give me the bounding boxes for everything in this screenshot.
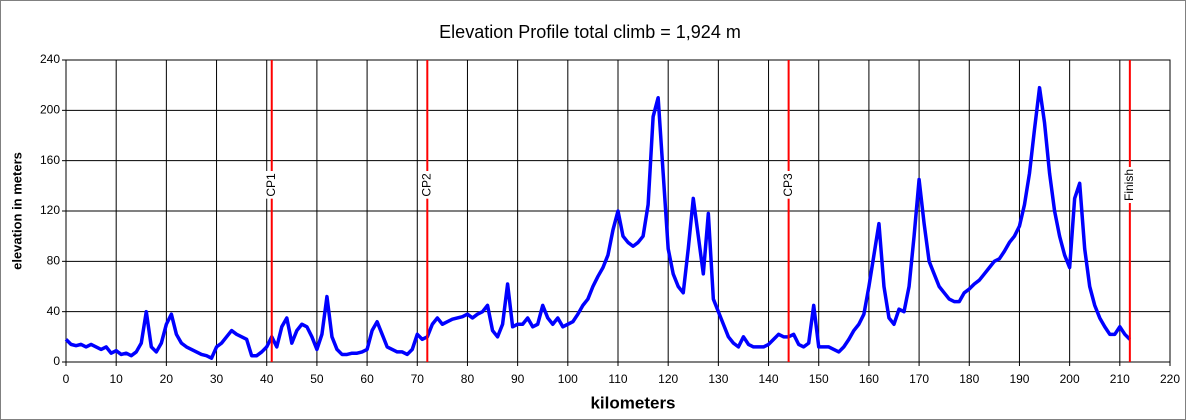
y-tick-label: 40 xyxy=(47,304,61,318)
checkpoint-label: Finish xyxy=(1122,169,1136,201)
x-tick-label: 0 xyxy=(63,372,70,386)
x-tick-label: 160 xyxy=(859,372,879,386)
x-tick-label: 200 xyxy=(1060,372,1080,386)
checkpoint-label: CP2 xyxy=(419,173,433,197)
x-tick-label: 60 xyxy=(360,372,374,386)
x-tick-label: 100 xyxy=(558,372,578,386)
checkpoint-label-bg xyxy=(419,171,434,199)
x-tick-label: 70 xyxy=(411,372,425,386)
checkpoint-label-bg xyxy=(780,171,795,199)
x-tick-label: 180 xyxy=(959,372,979,386)
y-tick-label: 160 xyxy=(40,153,60,167)
x-tick-label: 140 xyxy=(759,372,779,386)
x-tick-label: 20 xyxy=(160,372,174,386)
chart-title: Elevation Profile total climb = 1,924 m xyxy=(439,22,741,42)
x-tick-label: 80 xyxy=(461,372,475,386)
x-tick-label: 40 xyxy=(260,372,274,386)
y-tick-label: 240 xyxy=(40,52,60,66)
x-tick-label: 10 xyxy=(110,372,124,386)
x-axis-label: kilometers xyxy=(590,393,675,412)
x-tick-label: 220 xyxy=(1160,372,1180,386)
x-tick-label: 90 xyxy=(511,372,525,386)
checkpoint-label: CP1 xyxy=(264,173,278,197)
x-tick-label: 130 xyxy=(708,372,728,386)
x-tick-label: 150 xyxy=(809,372,829,386)
x-tick-label: 190 xyxy=(1009,372,1029,386)
elevation-line xyxy=(64,85,1132,360)
checkpoint-label-bg xyxy=(263,171,278,199)
x-tick-label: 170 xyxy=(909,372,929,386)
x-tick-label: 110 xyxy=(608,372,627,386)
y-tick-label: 80 xyxy=(47,254,61,268)
y-axis-label: elevation in meters xyxy=(9,152,24,270)
checkpoint-label-bg xyxy=(1122,166,1137,204)
checkpoint-label: CP3 xyxy=(781,173,795,197)
x-tick-label: 120 xyxy=(658,372,678,386)
x-tick-label: 210 xyxy=(1110,372,1130,386)
x-tick-label: 30 xyxy=(210,372,224,386)
y-tick-label: 200 xyxy=(40,103,60,117)
y-tick-label: 120 xyxy=(40,203,60,217)
y-tick-label: 0 xyxy=(53,354,60,368)
x-tick-label: 50 xyxy=(310,372,324,386)
